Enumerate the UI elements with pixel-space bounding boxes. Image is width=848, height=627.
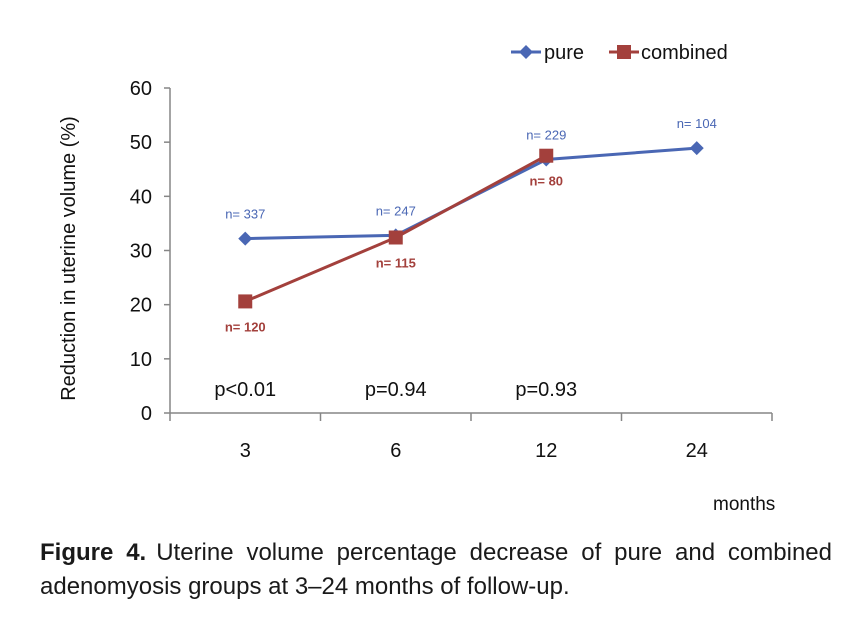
n-label-combined: n= 115 [376, 256, 416, 271]
figure-label: Figure 4. [40, 539, 147, 566]
n-label-pure: n= 337 [225, 207, 265, 222]
point-combined [238, 294, 253, 309]
series-line-pure [245, 146, 697, 241]
n-label-combined: n= 80 [529, 174, 563, 189]
x-tick-label: 24 [686, 440, 708, 462]
legend-label-pure: pure [544, 42, 584, 64]
x-tick-label: 6 [390, 440, 401, 462]
x-tick-label: 3 [240, 440, 251, 462]
legend-marker-combined [617, 45, 631, 59]
y-tick-label: 60 [130, 78, 152, 100]
n-label-pure: n= 229 [526, 128, 566, 143]
figure-caption-text: Uterine volume percentage decrease of pu… [40, 539, 832, 600]
point-pure [238, 231, 253, 246]
y-tick-label: 30 [130, 241, 152, 263]
p-value-annotation: p=0.94 [365, 379, 427, 401]
x-axis-title: months [713, 494, 775, 515]
n-label-pure: n= 247 [376, 203, 416, 218]
y-axis-title: Reduction in uterine volume (%) [58, 116, 80, 401]
figure-caption: Figure 4. Uterine volume percentage decre… [40, 536, 832, 604]
y-tick-label: 0 [141, 403, 152, 425]
y-tick-label: 10 [130, 349, 152, 371]
legend-marker-pure [519, 45, 533, 59]
y-tick-label: 20 [130, 295, 152, 317]
y-tick-label: 40 [130, 186, 152, 208]
n-label-combined: n= 120 [225, 319, 266, 334]
p-value-annotation: p<0.01 [214, 379, 276, 401]
legend-label-combined: combined [641, 42, 728, 64]
point-combined [388, 230, 403, 245]
x-tick-label: 12 [535, 440, 557, 462]
n-label-pure: n= 104 [677, 116, 717, 131]
point-pure [689, 141, 704, 156]
p-value-annotation: p=0.93 [515, 379, 577, 401]
y-tick-label: 50 [130, 132, 152, 154]
point-combined [539, 148, 554, 163]
